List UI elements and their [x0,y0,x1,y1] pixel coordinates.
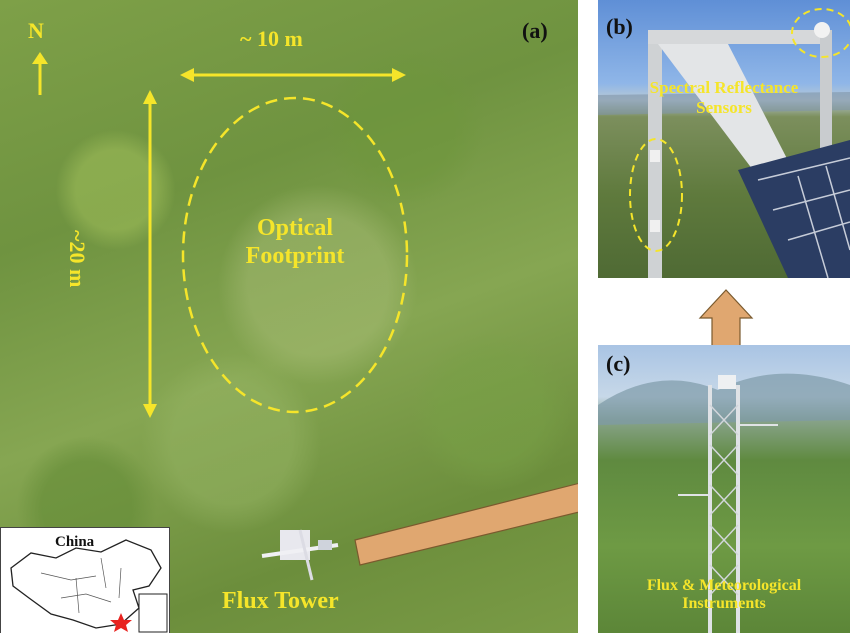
panel-a-letter: (a) [522,18,548,43]
sensor-icon [650,150,660,162]
annotation-layer [32,52,578,581]
footprint-label-line1: Optical [257,215,333,241]
height-label: ~20 m [65,230,90,288]
flux-instruments-label-line2: Instruments [682,595,766,613]
sensor-icon [814,22,830,38]
china-outline [10,539,168,633]
spectral-sensors-label-line1: Spectral Reflectance [649,78,799,97]
footprint-label: Optical Footprint [220,215,370,270]
width-label: ~ 10 m [240,26,303,51]
sensors-side-ellipse [629,138,683,252]
panel-c-letter: (c) [606,351,631,376]
tower-photo-panel: (c) Flux & Meteorological Instruments [598,345,850,633]
china-label: China [55,534,95,550]
height-arrowhead-bottom [143,404,157,418]
site-star-icon [110,613,132,632]
sensor-icon [650,220,660,232]
aerial-canopy-panel: (a) N ~ 10 m ~20 m Optical Footprint Flu… [0,0,578,633]
sensor-photo-panel: (b) Spectral Reflectance Sensors [598,0,850,278]
sensor-scene [598,8,850,278]
china-inset-map: China [0,527,170,633]
tower-to-panel-c-arrow [354,482,578,566]
flux-tower-icon [261,529,339,581]
flux-instruments-label: Flux & Meteorological Instruments [598,577,850,614]
flux-tower-label: Flux Tower [222,588,339,614]
tower-structure [678,375,778,633]
north-arrowhead-icon [32,52,48,64]
sensors-top-ellipse [791,8,850,58]
tower-scene [598,373,850,633]
flux-instruments-label-line1: Flux & Meteorological [646,577,802,594]
footprint-label-line2: Footprint [245,242,345,269]
width-arrowhead-right [392,68,406,82]
height-arrowhead-top [143,90,157,104]
optical-footprint-ellipse [181,96,409,414]
width-arrowhead-left [180,68,194,82]
spectral-sensors-label: Spectral Reflectance Sensors [598,78,850,117]
north-label: N [28,18,44,43]
spectral-sensors-label-line2: Sensors [696,97,752,117]
panel-b-letter: (b) [606,14,633,39]
